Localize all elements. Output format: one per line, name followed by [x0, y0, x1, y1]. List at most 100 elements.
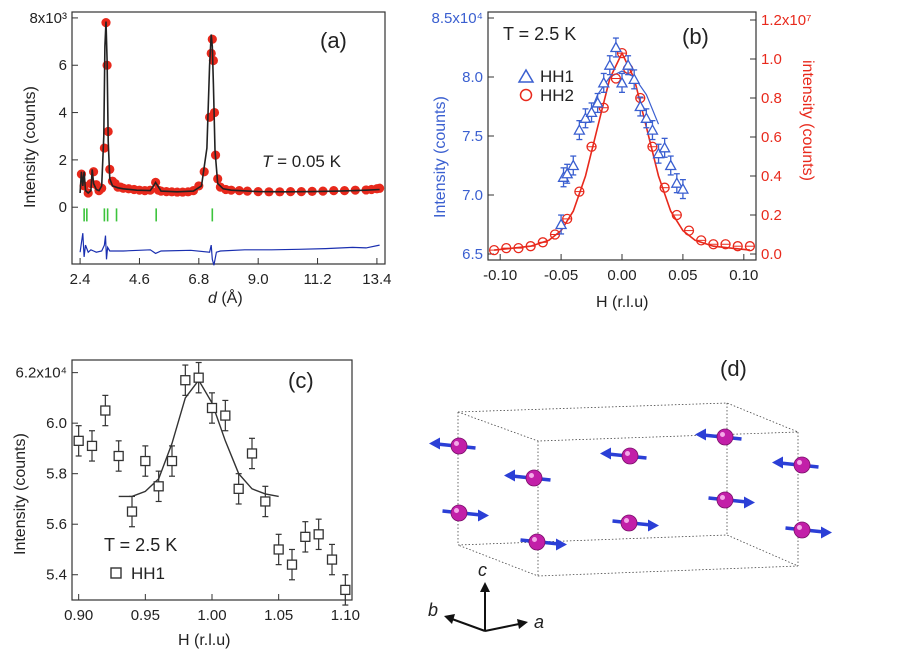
y-tick-label: 2	[59, 152, 67, 169]
panel-a-ylabel: Intensity (counts)	[22, 86, 39, 208]
hh1-point	[554, 218, 568, 230]
atom-highlight	[797, 460, 802, 465]
hh1-point	[313, 529, 324, 540]
x-tick-label: 6.8	[188, 271, 209, 288]
moment-arrowhead-icon	[556, 538, 567, 551]
panel-a-label: (a)	[320, 28, 347, 53]
y-right-tick-label: 0.6	[761, 129, 782, 146]
panel-a-ticks: 2.4 4.6 6.8 9.0 11.2 13.4 0 2 4 6 8x10³	[29, 10, 391, 288]
atom-sphere	[525, 469, 543, 487]
crystal-axes: c a b	[428, 560, 544, 632]
y-right-tick-label: 0.0	[761, 246, 782, 263]
panel-a-xlabel: d (Å)	[208, 288, 243, 307]
hh1-point	[73, 435, 84, 446]
moment-arrowhead-icon	[429, 437, 440, 450]
x-tick-label: 0.90	[64, 607, 93, 624]
hh1-point	[220, 410, 231, 421]
hh1-point	[340, 584, 351, 596]
hh1-point	[561, 167, 574, 179]
hh1-point	[273, 544, 284, 555]
panel-c-legend: HH1	[131, 564, 165, 583]
atom-sphere	[450, 504, 468, 522]
hh1-point	[166, 455, 178, 467]
y-right-tick-label: 1.2x10⁷	[761, 12, 811, 29]
legend-triangle-icon	[517, 68, 535, 83]
c-axis-arrowhead-icon	[480, 582, 490, 592]
atom-highlight	[454, 508, 459, 513]
hh1-point	[286, 559, 298, 570]
y-tick-label: 8x10³	[29, 10, 67, 27]
hh1-point	[180, 375, 191, 386]
x-tick-label: 1.05	[264, 607, 293, 624]
hh1-point	[670, 176, 683, 188]
y-right-tick-label: 0.2	[761, 207, 782, 224]
panel-b-label: (b)	[682, 24, 709, 49]
y-tick-label: 5.6	[46, 516, 67, 533]
hh1-point	[206, 402, 218, 414]
panel-c: 0.90 0.95 1.00 1.05 1.105.45.65.86.06.2x10⁴ …	[12, 359, 360, 649]
a-axis-line	[484, 623, 520, 632]
y-tick-label: 6.0	[46, 415, 67, 432]
hh1-point	[233, 483, 244, 494]
atom-highlight	[797, 525, 802, 530]
observed-point	[88, 167, 99, 177]
x-tick-label: -0.10	[483, 267, 517, 284]
moment-arrowhead-icon	[478, 509, 489, 522]
hh1-point	[609, 41, 623, 53]
legend-hh1: HH1	[540, 67, 574, 86]
y-tick-label: 5.8	[46, 466, 67, 483]
hh1-point	[646, 123, 659, 135]
hh1-point	[597, 76, 610, 88]
panel-a-annotation: T = 0.05 K	[262, 152, 342, 171]
y-tick-label: 7.5	[462, 128, 483, 145]
atom-highlight	[532, 537, 537, 542]
x-tick-label: 4.6	[129, 271, 150, 288]
hh1-point	[658, 141, 671, 153]
y-tick-label: 6.5	[462, 246, 483, 263]
panel-a-frame	[71, 11, 386, 265]
hh1-point	[676, 182, 690, 194]
atom-sphere	[793, 521, 811, 539]
x-tick-label: 13.4	[362, 271, 391, 288]
panel-b-ylabel-right: intensity (counts)	[799, 60, 816, 181]
y-tick-label: 6.2x10⁴	[16, 365, 67, 382]
hh1-point	[300, 531, 311, 542]
hh1-point	[86, 440, 98, 452]
y-tick-label: 7.0	[462, 187, 483, 204]
panel-b-xlabel: H (r.l.u)	[596, 294, 648, 311]
hh1-point	[140, 455, 151, 467]
moment-arrowhead-icon	[744, 496, 755, 509]
observed-point	[375, 183, 385, 193]
hh1-point	[153, 481, 164, 492]
hh1-point	[603, 58, 616, 70]
spin-structure	[429, 428, 832, 551]
panel-c-ylabel: Intensity (counts)	[12, 433, 29, 555]
observed-point	[206, 48, 216, 59]
moment-arrowhead-icon	[648, 519, 659, 532]
x-tick-label: -0.05	[544, 267, 578, 284]
x-tick-label: 1.00	[197, 607, 226, 624]
moment-arrowhead-icon	[772, 456, 783, 469]
moment-arrowhead-icon	[695, 428, 706, 441]
y-tick-label: 8.5x10⁴	[432, 10, 483, 27]
panel-b-annotation: T = 2.5 K	[503, 24, 576, 44]
atom-sphere	[620, 514, 638, 532]
panel-c-ticks: 0.90 0.95 1.00 1.05 1.10 5.4 5.6 5.8 6.0 6.2x10⁴	[16, 365, 360, 624]
hh1-point	[615, 76, 629, 88]
x-tick-label: 9.0	[248, 271, 269, 288]
panel-c-label: (c)	[288, 368, 314, 393]
calculated-line	[79, 21, 380, 195]
atom-sphere	[450, 437, 468, 455]
panel-a: 2.4 4.6 6.8 9.0 11.2 13.4 0 2 4 6 8x10³ (a) T = 0.…	[22, 10, 392, 307]
hh1-point	[628, 73, 641, 85]
atom-highlight	[624, 518, 629, 523]
hh1-point	[585, 106, 598, 118]
legend-hh2: HH2	[540, 86, 574, 105]
panel-c-annotation: T = 2.5 K	[104, 535, 177, 555]
panel-b-legend: HH1 HH2	[517, 67, 574, 105]
atom-sphere	[716, 428, 734, 446]
x-tick-label: 0.95	[131, 607, 160, 624]
panel-a-marks	[76, 18, 385, 266]
hh1-point	[326, 554, 338, 565]
c-axis-label: c	[478, 560, 487, 580]
